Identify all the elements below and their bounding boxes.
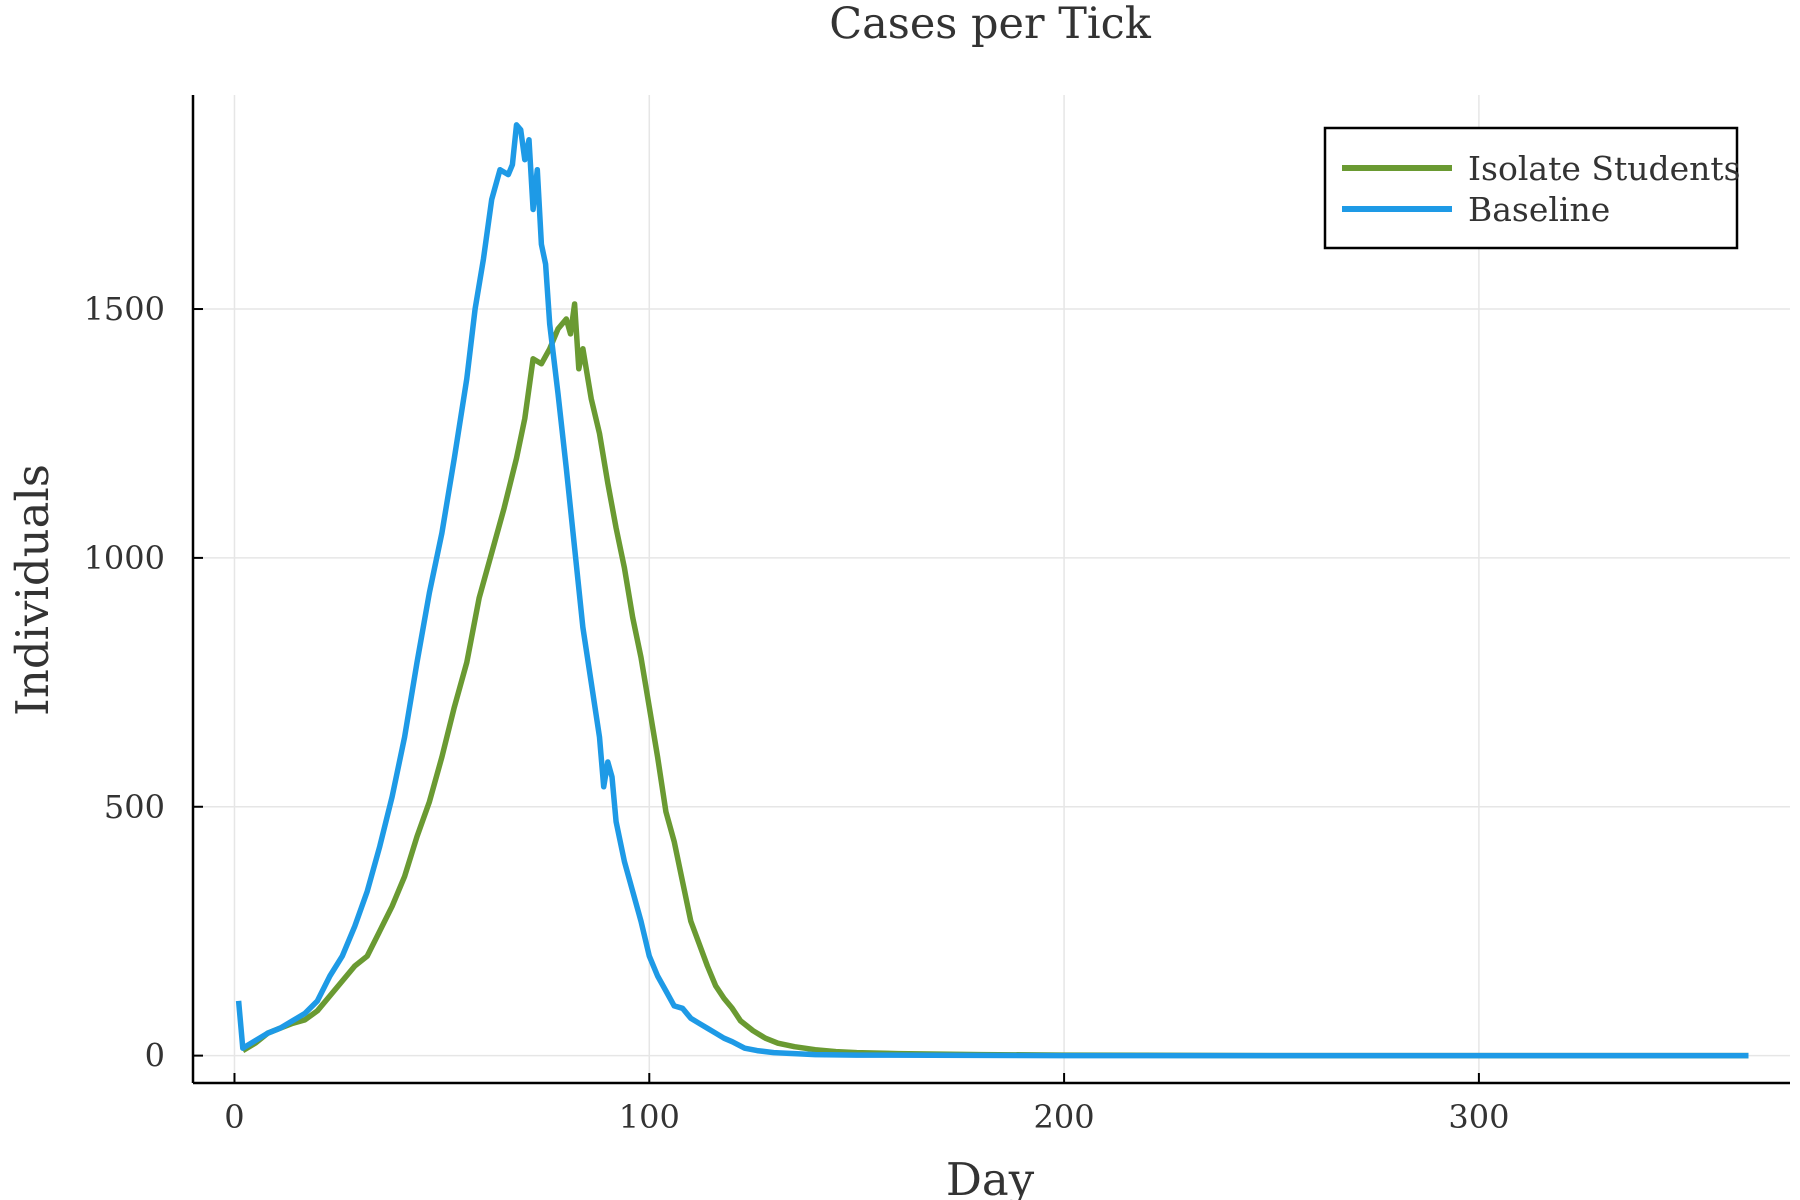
series-line-isolate-students — [241, 301, 1749, 1059]
y-axis-label: Individuals — [6, 464, 59, 716]
y-tick-label: 1500 — [84, 290, 165, 328]
y-tick-label: 1000 — [84, 539, 165, 577]
gridlines — [193, 95, 1790, 1083]
x-tick-label: 0 — [224, 1098, 244, 1136]
series-lines — [235, 122, 1749, 1059]
legend-label-isolate-students: Isolate Students — [1468, 149, 1741, 188]
tick-labels: 0 100 200 300 0 500 1000 1500 — [84, 290, 1510, 1136]
series-line-baseline — [235, 122, 1749, 1059]
axes — [191, 95, 1790, 1085]
chart-title: Cases per Tick — [829, 0, 1151, 49]
x-tick-label: 200 — [1034, 1098, 1095, 1136]
x-tick-label: 100 — [619, 1098, 680, 1136]
y-tick-label: 0 — [145, 1037, 165, 1075]
legend-label-baseline: Baseline — [1468, 190, 1610, 229]
x-tick-label: 300 — [1448, 1098, 1509, 1136]
legend-box — [1323, 126, 1739, 250]
legend: Isolate Students Baseline — [1323, 126, 1741, 250]
y-tick-label: 500 — [104, 788, 165, 826]
x-axis-label: Day — [946, 1153, 1035, 1200]
